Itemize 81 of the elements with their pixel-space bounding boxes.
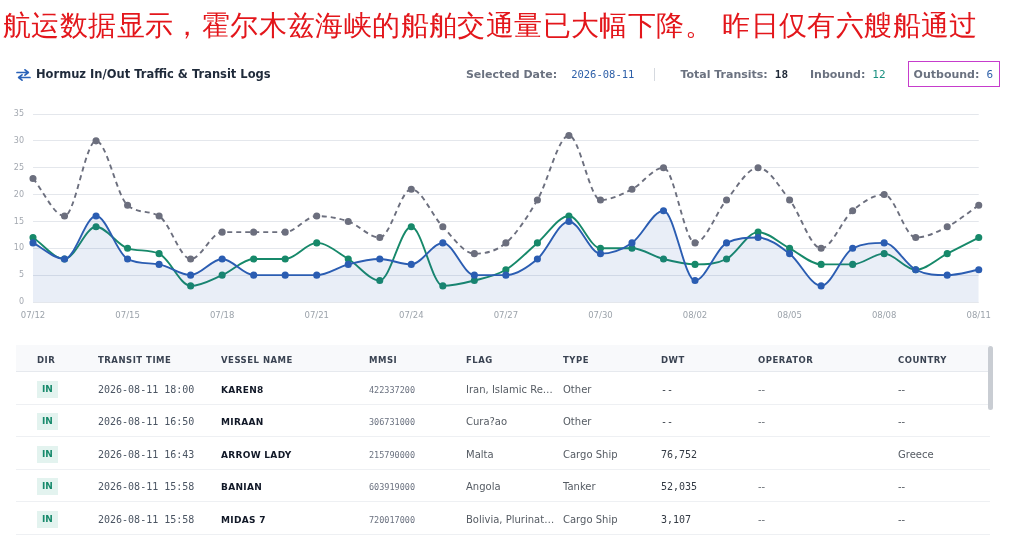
- text: ARROW LADY: [221, 449, 292, 460]
- chart-subtitle: Hormuz In/Out Traffic & Transit Logs: [36, 67, 271, 81]
- text: 52,035: [661, 481, 698, 493]
- text: 2026-08-11 15:58: [98, 481, 195, 493]
- text: 76,752: [661, 448, 698, 460]
- y-tick-label: 20: [13, 189, 24, 199]
- text: Other: [563, 383, 592, 395]
- category-label: DIR: [37, 355, 56, 365]
- y-tick-label: 25: [13, 162, 24, 172]
- text: MIDAS 7: [221, 514, 266, 525]
- text: IN: [42, 513, 53, 524]
- y-tick-label: 0: [18, 297, 24, 307]
- text: MIRAAN: [221, 417, 264, 428]
- text: 720017000: [369, 514, 416, 525]
- text: Cargo Ship: [563, 513, 618, 525]
- x-tick-label: 08/05: [777, 310, 802, 321]
- text: IN: [42, 481, 53, 492]
- text: 2026-08-11 16:50: [98, 416, 195, 428]
- text: IN: [42, 416, 53, 427]
- text: --: [758, 383, 766, 395]
- category-label: FLAG: [466, 355, 493, 365]
- text: 603919000: [369, 482, 416, 493]
- text: 2026-08-11 16:43: [98, 448, 195, 460]
- text: --: [661, 383, 674, 395]
- text: Other: [563, 416, 592, 428]
- text: Inbound:: [810, 67, 866, 81]
- text: --: [758, 416, 766, 428]
- text: Cargo Ship: [563, 448, 618, 460]
- text: --: [898, 513, 906, 525]
- text: KAREN8: [221, 384, 264, 395]
- x-tick-label: 07/24: [399, 310, 424, 321]
- category-label: VESSEL NAME: [221, 355, 293, 365]
- category-label: OPERATOR: [758, 355, 814, 365]
- category-label: TRANSIT TIME: [98, 355, 172, 365]
- text: Tanker: [563, 481, 596, 493]
- text: Total Transits:: [680, 67, 768, 81]
- y-tick-label: 35: [13, 109, 24, 119]
- x-tick-label: 08/08: [871, 310, 897, 321]
- text: Selected Date:: [465, 67, 558, 81]
- text: 3,107: [661, 513, 692, 525]
- x-tick-label: 08/02: [682, 310, 708, 321]
- x-tick-label: 08/11: [966, 310, 991, 321]
- text: 2026-08-11 15:58: [98, 513, 195, 525]
- text: --: [898, 481, 906, 493]
- x-tick-label: 07/12: [20, 310, 46, 321]
- text: Angola: [466, 481, 501, 493]
- y-tick-label: 15: [13, 216, 24, 226]
- text: 306731000: [369, 417, 416, 428]
- category-label: TYPE: [563, 355, 589, 365]
- y-tick-label: 10: [13, 243, 24, 253]
- x-tick-label: 07/18: [209, 310, 235, 321]
- text: 12: [872, 67, 886, 81]
- text: Bolivia, Plurinat…: [466, 513, 555, 525]
- x-tick-label: 07/30: [588, 310, 613, 321]
- text: BANIAN: [221, 482, 263, 493]
- rectangle-outline: Outbound: 6: [907, 61, 1000, 87]
- category-label: MMSI: [369, 355, 398, 365]
- category-label: DWT: [661, 355, 685, 365]
- x-tick-label: 07/27: [493, 310, 519, 321]
- y-tick-label: 30: [13, 135, 24, 145]
- text: --: [758, 513, 766, 525]
- text: Greece: [898, 448, 934, 460]
- chart-title: 航运数据显示，霍尔木兹海峡的船舶交通量已大幅下降。 昨日仅有六艘船通过: [3, 9, 978, 41]
- text: 18: [774, 67, 789, 81]
- x-tick-label: 07/15: [115, 310, 140, 321]
- category-label: COUNTRY: [898, 355, 948, 365]
- text: IN: [42, 383, 53, 394]
- text: --: [661, 416, 674, 428]
- y-tick-label: 5: [18, 270, 24, 280]
- text: 215790000: [369, 449, 416, 460]
- x-tick-label: 07/21: [304, 310, 329, 321]
- text: --: [898, 416, 906, 428]
- text: Malta: [466, 448, 494, 460]
- text: 2026-08-11 18:00: [98, 383, 195, 395]
- text: Cura?ao: [466, 416, 508, 428]
- text: 422337200: [369, 384, 416, 395]
- text: IN: [42, 448, 53, 459]
- text: Iran, Islamic Re…: [466, 383, 553, 395]
- text: 2026-08-11: [571, 68, 635, 80]
- text: --: [898, 383, 906, 395]
- text: --: [758, 481, 766, 493]
